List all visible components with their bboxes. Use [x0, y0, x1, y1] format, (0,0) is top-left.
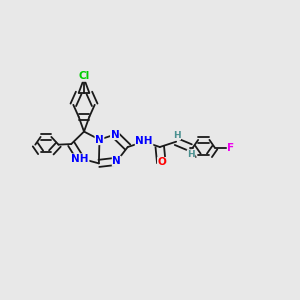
Text: H: H	[187, 150, 195, 159]
Text: N: N	[95, 135, 104, 145]
Text: F: F	[227, 142, 234, 153]
Text: NH: NH	[71, 154, 89, 164]
Text: N: N	[111, 130, 119, 140]
Text: N: N	[112, 156, 121, 166]
Text: H: H	[173, 130, 181, 140]
Text: Cl: Cl	[78, 71, 90, 81]
Text: NH: NH	[135, 136, 153, 146]
Text: O: O	[158, 158, 166, 167]
